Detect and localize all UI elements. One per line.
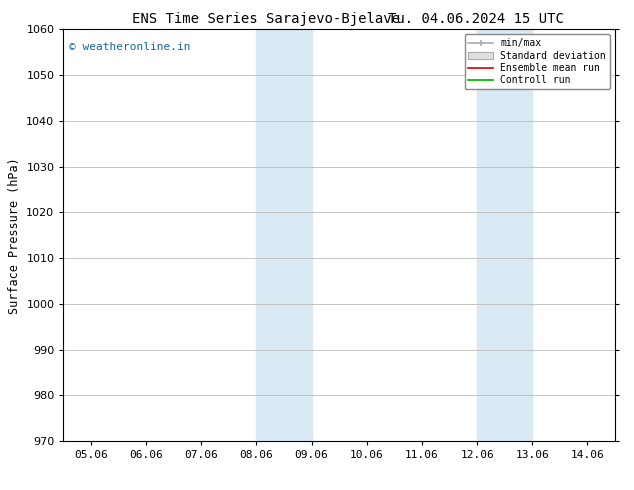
Bar	[477, 29, 533, 441]
Text: ENS Time Series Sarajevo-Bjelave: ENS Time Series Sarajevo-Bjelave	[133, 12, 400, 26]
Legend: min/max, Standard deviation, Ensemble mean run, Controll run: min/max, Standard deviation, Ensemble me…	[465, 34, 610, 89]
Bar	[256, 29, 312, 441]
Text: Tu. 04.06.2024 15 UTC: Tu. 04.06.2024 15 UTC	[387, 12, 564, 26]
Text: © weatheronline.in: © weatheronline.in	[69, 42, 190, 52]
Y-axis label: Surface Pressure (hPa): Surface Pressure (hPa)	[8, 157, 21, 314]
